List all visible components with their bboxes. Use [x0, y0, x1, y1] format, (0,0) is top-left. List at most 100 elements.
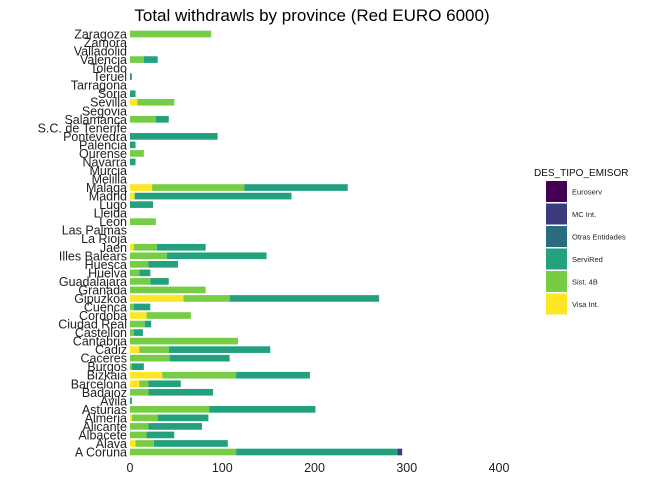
y-tick-label: Salamanca — [64, 113, 127, 127]
legend-swatch-otras-entidades — [546, 226, 567, 247]
y-tick-label: Jaen — [100, 241, 127, 255]
y-tick-label: A Coruna — [75, 446, 127, 460]
bar-segment-leon-sist-4b — [130, 218, 156, 226]
bar-segment-illes-balears-sist-4b — [130, 252, 167, 260]
legend-items: Euroserv MC Int. Otras Entidades ServiRed Si… — [546, 181, 626, 315]
bar-segment-madrid-servired — [134, 192, 292, 200]
bar-segment-huelva-sist-4b — [130, 269, 140, 277]
bar-segment-bizkaia-servired — [236, 371, 310, 379]
legend-label-euroserv: Euroserv — [572, 188, 602, 197]
bar-segment-asturias-sist-4b — [130, 406, 210, 413]
bar-segment-alava-sist-4b — [135, 440, 154, 447]
bar-segment-cantabria-sist-4b — [130, 337, 238, 345]
bar-segment-navarra-servired — [130, 158, 136, 166]
y-tick-label: Soria — [98, 87, 127, 101]
bar-segment-albacete-servired — [146, 431, 175, 439]
bar-segment-guadalajara-sist-4b — [130, 278, 151, 285]
bar-segment-huesca-sist-4b — [130, 260, 149, 268]
y-tick-label: S.C. de Tenerife — [38, 121, 127, 135]
bar-segment-cuenca-servired — [133, 303, 151, 311]
y-tick-label: Huelva — [88, 266, 127, 280]
y-tick-label: Lugo — [99, 198, 127, 212]
bar-segment-gipuzkoa-visa-int — [130, 295, 184, 302]
y-tick-label: Tarragona — [71, 79, 127, 93]
bar-segment-cadiz-sist-4b — [139, 346, 169, 353]
legend-swatch-visa-int — [546, 293, 567, 315]
y-tick-label: Albacete — [78, 428, 127, 442]
x-tick-label: 400 — [489, 461, 510, 475]
bar-segment-zaragoza-sist-4b — [130, 30, 212, 38]
bar-segment-sevilla-sist-4b — [137, 98, 175, 106]
y-tick-label: Malaga — [86, 181, 127, 195]
y-tick-label: Bizkaia — [87, 369, 127, 383]
x-tick-label: 200 — [304, 461, 325, 475]
bar-segment-soria-servired — [130, 90, 136, 98]
bar-segment-malaga-servired — [244, 184, 348, 191]
y-tick-label: Murcia — [89, 164, 127, 178]
bar-segment-ourense-sist-4b — [130, 150, 144, 157]
bar-segment-salamanca-servired — [155, 115, 169, 123]
y-tick-label: Teruel — [93, 70, 127, 84]
y-tick-label: Zaragoza — [74, 28, 127, 42]
x-tick-label: 300 — [396, 461, 417, 475]
bar-segment-cadiz-visa-int — [130, 346, 140, 353]
chart-title: Total withdrawls by province (Red EURO 6… — [134, 6, 489, 25]
y-tick-label: Alava — [96, 437, 127, 451]
y-tick-label: Cadiz — [95, 343, 127, 357]
legend-title: DES_TIPO_EMISOR — [534, 168, 628, 179]
y-tick-label: Ciudad Real — [58, 318, 127, 332]
y-tick-label: Ourense — [79, 147, 127, 161]
legend-label-otras-entidades: Otras Entidades — [572, 233, 626, 242]
bar-segment-madrid-visa-int — [130, 192, 135, 200]
y-tick-label: Cantabria — [73, 335, 127, 349]
bar-segment-avila-servired — [130, 397, 132, 405]
bar-segment-alava-servired — [153, 440, 228, 447]
bar-segment-castellon-sist-4b — [130, 329, 134, 336]
y-tick-label: Barcelona — [71, 377, 127, 391]
y-tick-label: Melilla — [92, 173, 127, 187]
bar-segment-cadiz-servired — [168, 346, 271, 353]
x-tick-label: 0 — [127, 461, 134, 475]
legend: DES_TIPO_EMISOR Euroserv MC Int. Otras Ent… — [534, 168, 628, 315]
bar-segment-caceres-servired — [169, 354, 230, 362]
x-tick-label: 100 — [212, 461, 233, 475]
bar-segment-cordoba-visa-int — [130, 312, 147, 319]
y-tick-label: Gipuzkoa — [74, 292, 127, 306]
bar-segment-barcelona-visa-int — [130, 380, 140, 388]
y-tick-label: Pontevedra — [63, 130, 127, 144]
bar-segment-albacete-sist-4b — [130, 431, 147, 439]
y-tick-label: Lleida — [94, 207, 127, 221]
bar-segment-lugo-servired — [130, 201, 154, 208]
bar-segment-almeria-servired — [157, 414, 209, 422]
bar-segment-huelva-servired — [139, 269, 151, 277]
bar-segment-pontevedra-servired — [130, 133, 218, 140]
y-tick-label: Almeria — [85, 411, 127, 425]
bar-segment-jaen-visa-int — [130, 243, 134, 251]
bar-segment-almeria-visa-int — [130, 414, 132, 422]
y-tick-label: Cuenca — [84, 300, 127, 314]
y-tick-label: Illes Balears — [59, 249, 127, 263]
bar-segment-salamanca-sist-4b — [130, 115, 156, 123]
bar-segment-cuenca-sist-4b — [130, 303, 134, 311]
bar-segment-a-coruna-mc-int — [397, 448, 403, 456]
y-tick-label: Caceres — [80, 352, 127, 366]
legend-swatch-euroserv — [546, 181, 567, 202]
bars-group — [130, 30, 403, 456]
legend-swatch-servired — [546, 248, 567, 270]
bar-segment-bizkaia-sist-4b — [162, 371, 237, 379]
bar-segment-cordoba-sist-4b — [146, 312, 191, 319]
y-tick-label: Huesca — [85, 258, 127, 272]
bar-segment-alava-visa-int — [130, 440, 136, 447]
y-tick-label: Guadalajara — [59, 275, 127, 289]
y-tick-label: Palencia — [79, 138, 127, 152]
bar-segment-burgos-servired — [131, 363, 144, 371]
y-tick-label: Sevilla — [90, 96, 127, 110]
bar-segment-barcelona-sist-4b — [139, 380, 149, 388]
bar-segment-badajoz-servired — [148, 388, 214, 396]
y-tick-label: La Rioja — [81, 232, 127, 246]
legend-swatch-sist-4b — [546, 271, 567, 292]
bar-segment-illes-balears-servired — [166, 252, 267, 260]
y-tick-label: Alicante — [83, 420, 128, 434]
bar-segment-caceres-sist-4b — [130, 354, 170, 362]
